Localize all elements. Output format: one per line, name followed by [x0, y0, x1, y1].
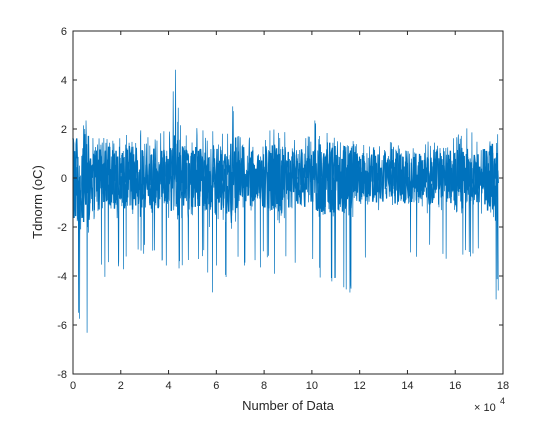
y-tick-label: -6 — [57, 320, 67, 332]
y-tick-label: 0 — [61, 173, 67, 185]
y-axis-label: Tdnorm (oC) — [30, 165, 45, 239]
y-tick-label: 6 — [61, 26, 67, 38]
x-ticks: 0 2 4 6 8 10 12 14 16 18 — [70, 31, 509, 392]
x-tick-label: 10 — [306, 380, 318, 392]
y-tick-label: -2 — [57, 222, 67, 234]
x-tick-label: 2 — [118, 380, 124, 392]
y-tick-label: -8 — [57, 369, 67, 381]
series-line — [72, 69, 499, 333]
x-exponent-base: × 10 — [474, 402, 496, 414]
x-tick-label: 14 — [401, 380, 413, 392]
y-tick-label: 2 — [61, 124, 67, 136]
x-exponent-power: 4 — [500, 396, 505, 406]
x-tick-label: 6 — [213, 380, 219, 392]
plot-box — [72, 30, 504, 375]
x-tick-label: 4 — [165, 380, 171, 392]
x-tick-label: 12 — [354, 380, 366, 392]
x-tick-label: 16 — [449, 380, 461, 392]
series-core — [72, 134, 499, 222]
y-tick-label: 4 — [61, 75, 67, 87]
series-layer — [72, 69, 499, 333]
y-ticks: -8 -6 -4 -2 0 2 4 6 — [57, 26, 503, 381]
x-tick-label: 8 — [261, 380, 267, 392]
x-tick-label: 0 — [70, 380, 76, 392]
x-tick-label: 18 — [497, 380, 509, 392]
y-tick-label: -4 — [57, 271, 67, 283]
x-axis-label: Number of Data — [242, 398, 335, 413]
frame-layer — [72, 30, 504, 375]
